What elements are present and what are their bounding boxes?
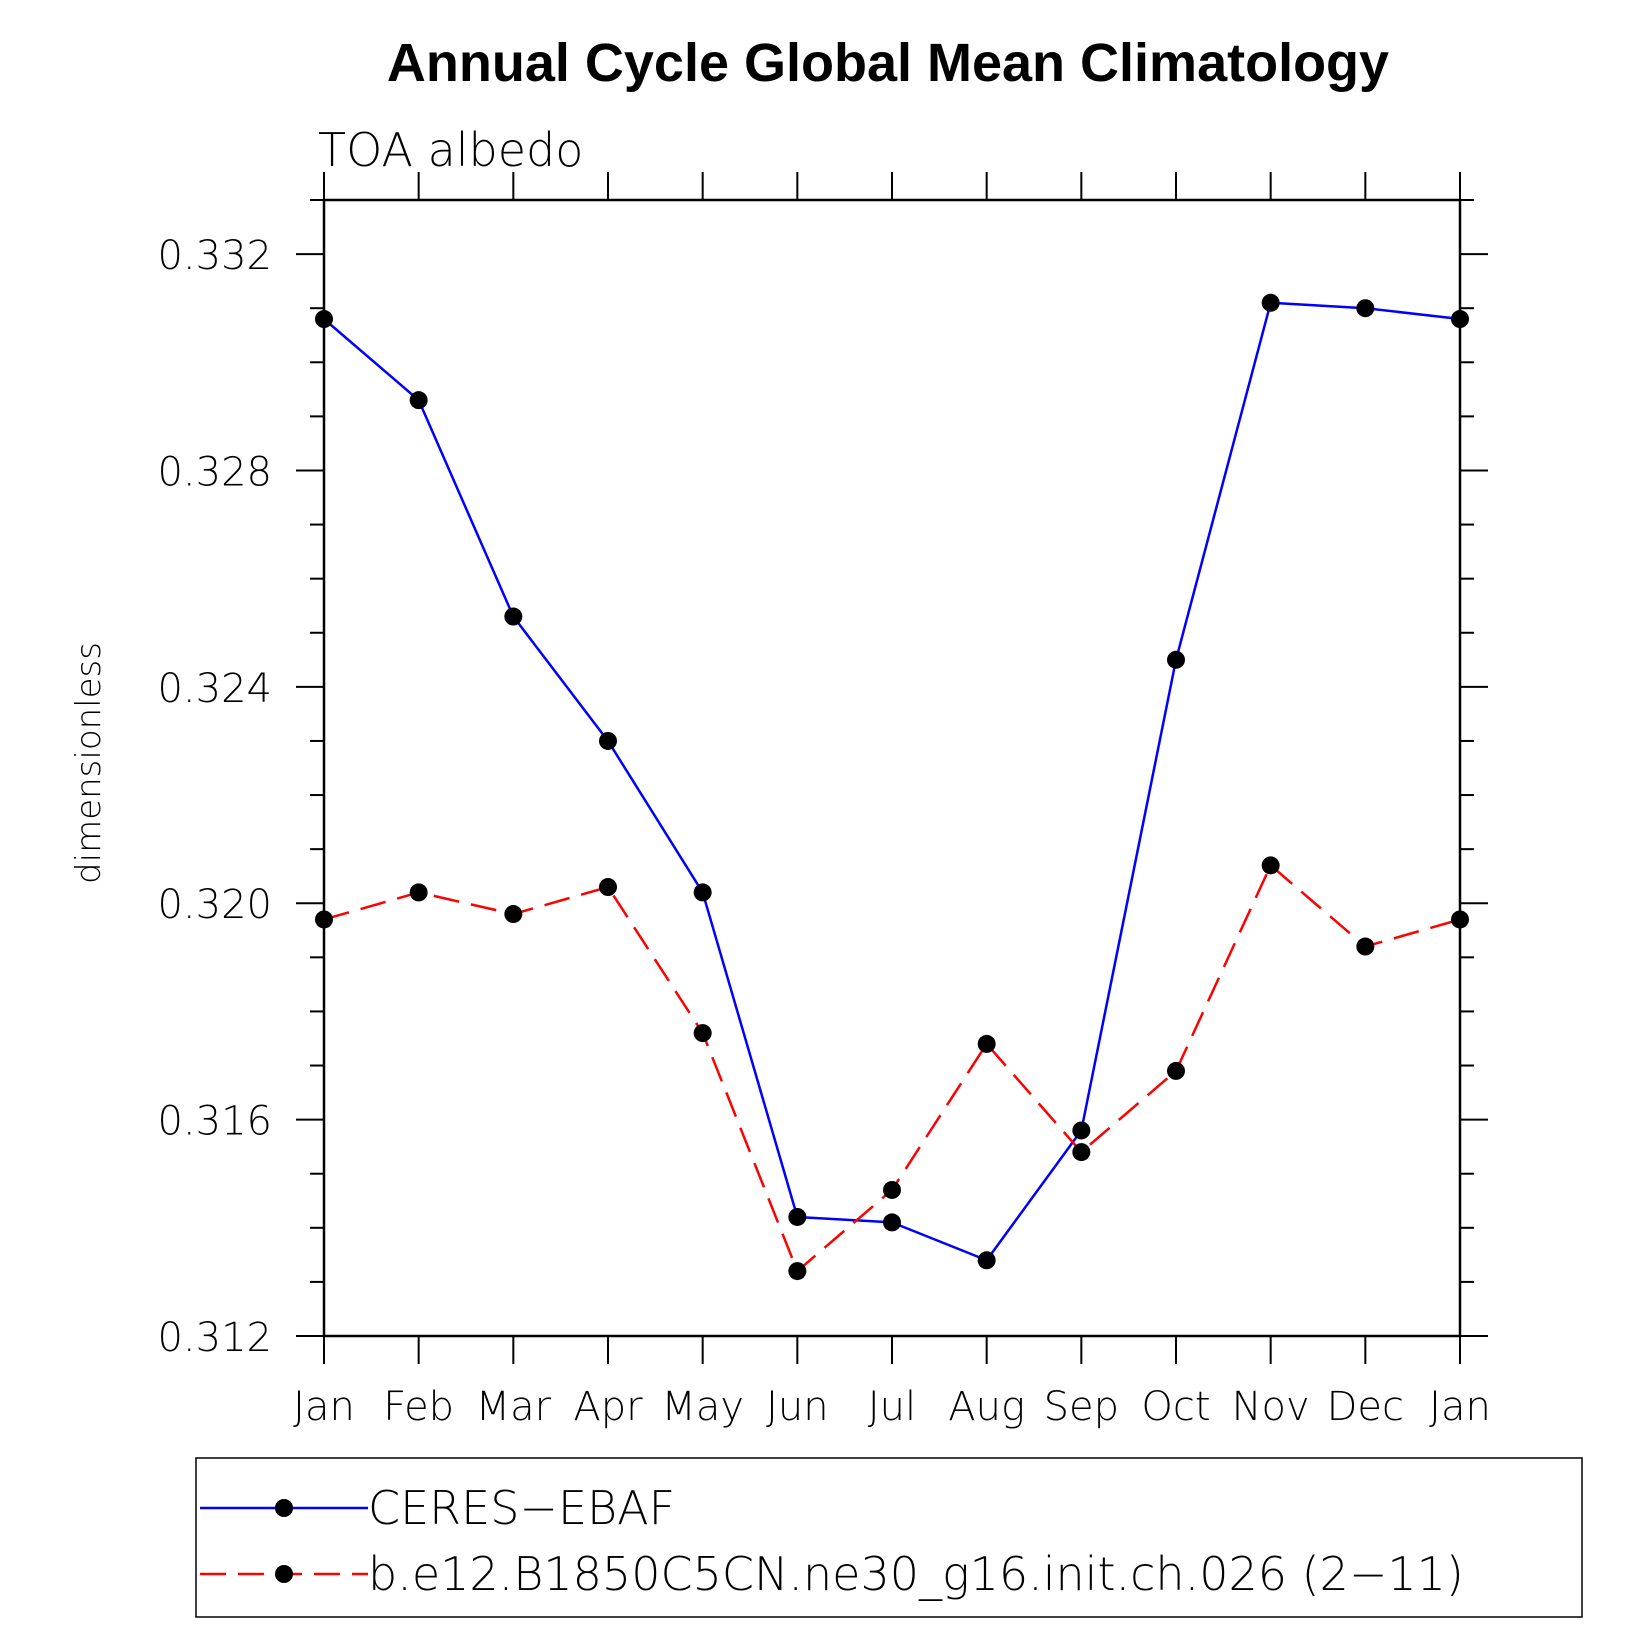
y-tick-label-2: 0.320 (157, 882, 272, 928)
series-1-point-6 (883, 1180, 901, 1199)
x-tick-label-4: May (661, 1384, 744, 1430)
series-1-point-8 (1072, 1143, 1091, 1162)
legend-item-ceres: CERES−EBAF (200, 1481, 675, 1535)
y-axis-label: dimensionless (69, 642, 109, 884)
series-1-point-7 (977, 1034, 996, 1053)
x-tick-label-6: Jul (868, 1384, 916, 1430)
series-0-point-10 (1261, 293, 1280, 312)
x-tick-label-7: Aug (948, 1384, 1025, 1430)
series-1-point-1 (409, 883, 428, 902)
legend-item-model: b.e12.B1850C5CN.ne30_g16.init.ch.026 (2−… (200, 1547, 1464, 1601)
series-0-point-3 (599, 731, 617, 750)
series-0-point-1 (409, 391, 428, 410)
x-tick-label-1: Feb (383, 1384, 454, 1430)
series-1-point-9 (1167, 1061, 1185, 1080)
plot-frame (322, 198, 1462, 1338)
series-1-point-2 (504, 905, 523, 924)
legend-box (195, 1457, 1583, 1618)
series-0-point-6 (883, 1213, 901, 1232)
y-tick-label-0: 0.312 (157, 1315, 272, 1361)
y-tick-label-3: 0.324 (157, 666, 272, 712)
x-tick-label-9: Oct (1141, 1384, 1210, 1430)
series-0-point-2 (504, 607, 523, 626)
series-1-point-5 (788, 1262, 807, 1281)
series-0-point-8 (1072, 1121, 1091, 1140)
series-0-point-5 (788, 1207, 807, 1226)
series-line-1 (323, 864, 1461, 1273)
y-tick-label-1: 0.316 (157, 1099, 272, 1145)
y-tick-label-5: 0.332 (157, 233, 272, 279)
series-1-point-0 (315, 910, 333, 929)
series-1-point-10 (1261, 856, 1280, 875)
x-tick-label-5: Jun (766, 1384, 829, 1430)
series-0-point-11 (1356, 299, 1375, 318)
x-tick-label-8: Sep (1044, 1384, 1119, 1430)
y-tick-label-4: 0.328 (157, 449, 272, 495)
legend-marker-ceres (275, 1499, 293, 1517)
legend-label-model: b.e12.B1850C5CN.ne30_g16.init.ch.026 (2−… (368, 1547, 1464, 1601)
series-1-point-12 (1451, 910, 1469, 929)
series-line-0 (323, 301, 1461, 1262)
x-tick-label-10: Nov (1232, 1384, 1310, 1430)
series-1-point-11 (1356, 937, 1375, 956)
x-tick-label-11: Dec (1327, 1384, 1404, 1430)
legend-label-ceres: CERES−EBAF (368, 1481, 675, 1535)
x-tick-label-12: Jan (1429, 1384, 1491, 1430)
series-0-point-4 (693, 883, 712, 902)
x-tick-label-2: Mar (476, 1384, 552, 1430)
chart-title: Annual Cycle Global Mean Climatology (387, 33, 1389, 93)
series-0-point-9 (1167, 650, 1185, 669)
legend-marker-model (275, 1565, 293, 1583)
series-1-point-3 (599, 878, 617, 897)
series-0-point-0 (315, 310, 333, 329)
chart-subtitle: TOA albedo (318, 123, 583, 177)
x-tick-label-0: Jan (293, 1384, 355, 1430)
x-tick-label-3: Apr (573, 1384, 643, 1430)
series-0-point-7 (977, 1251, 996, 1270)
plot-area: Jan Feb Mar Apr May Jun Jul Aug Sep Oct Nov Dec Jan 0… (157, 172, 1491, 1430)
series-0-point-12 (1451, 310, 1469, 329)
series-1-point-4 (693, 1024, 712, 1043)
